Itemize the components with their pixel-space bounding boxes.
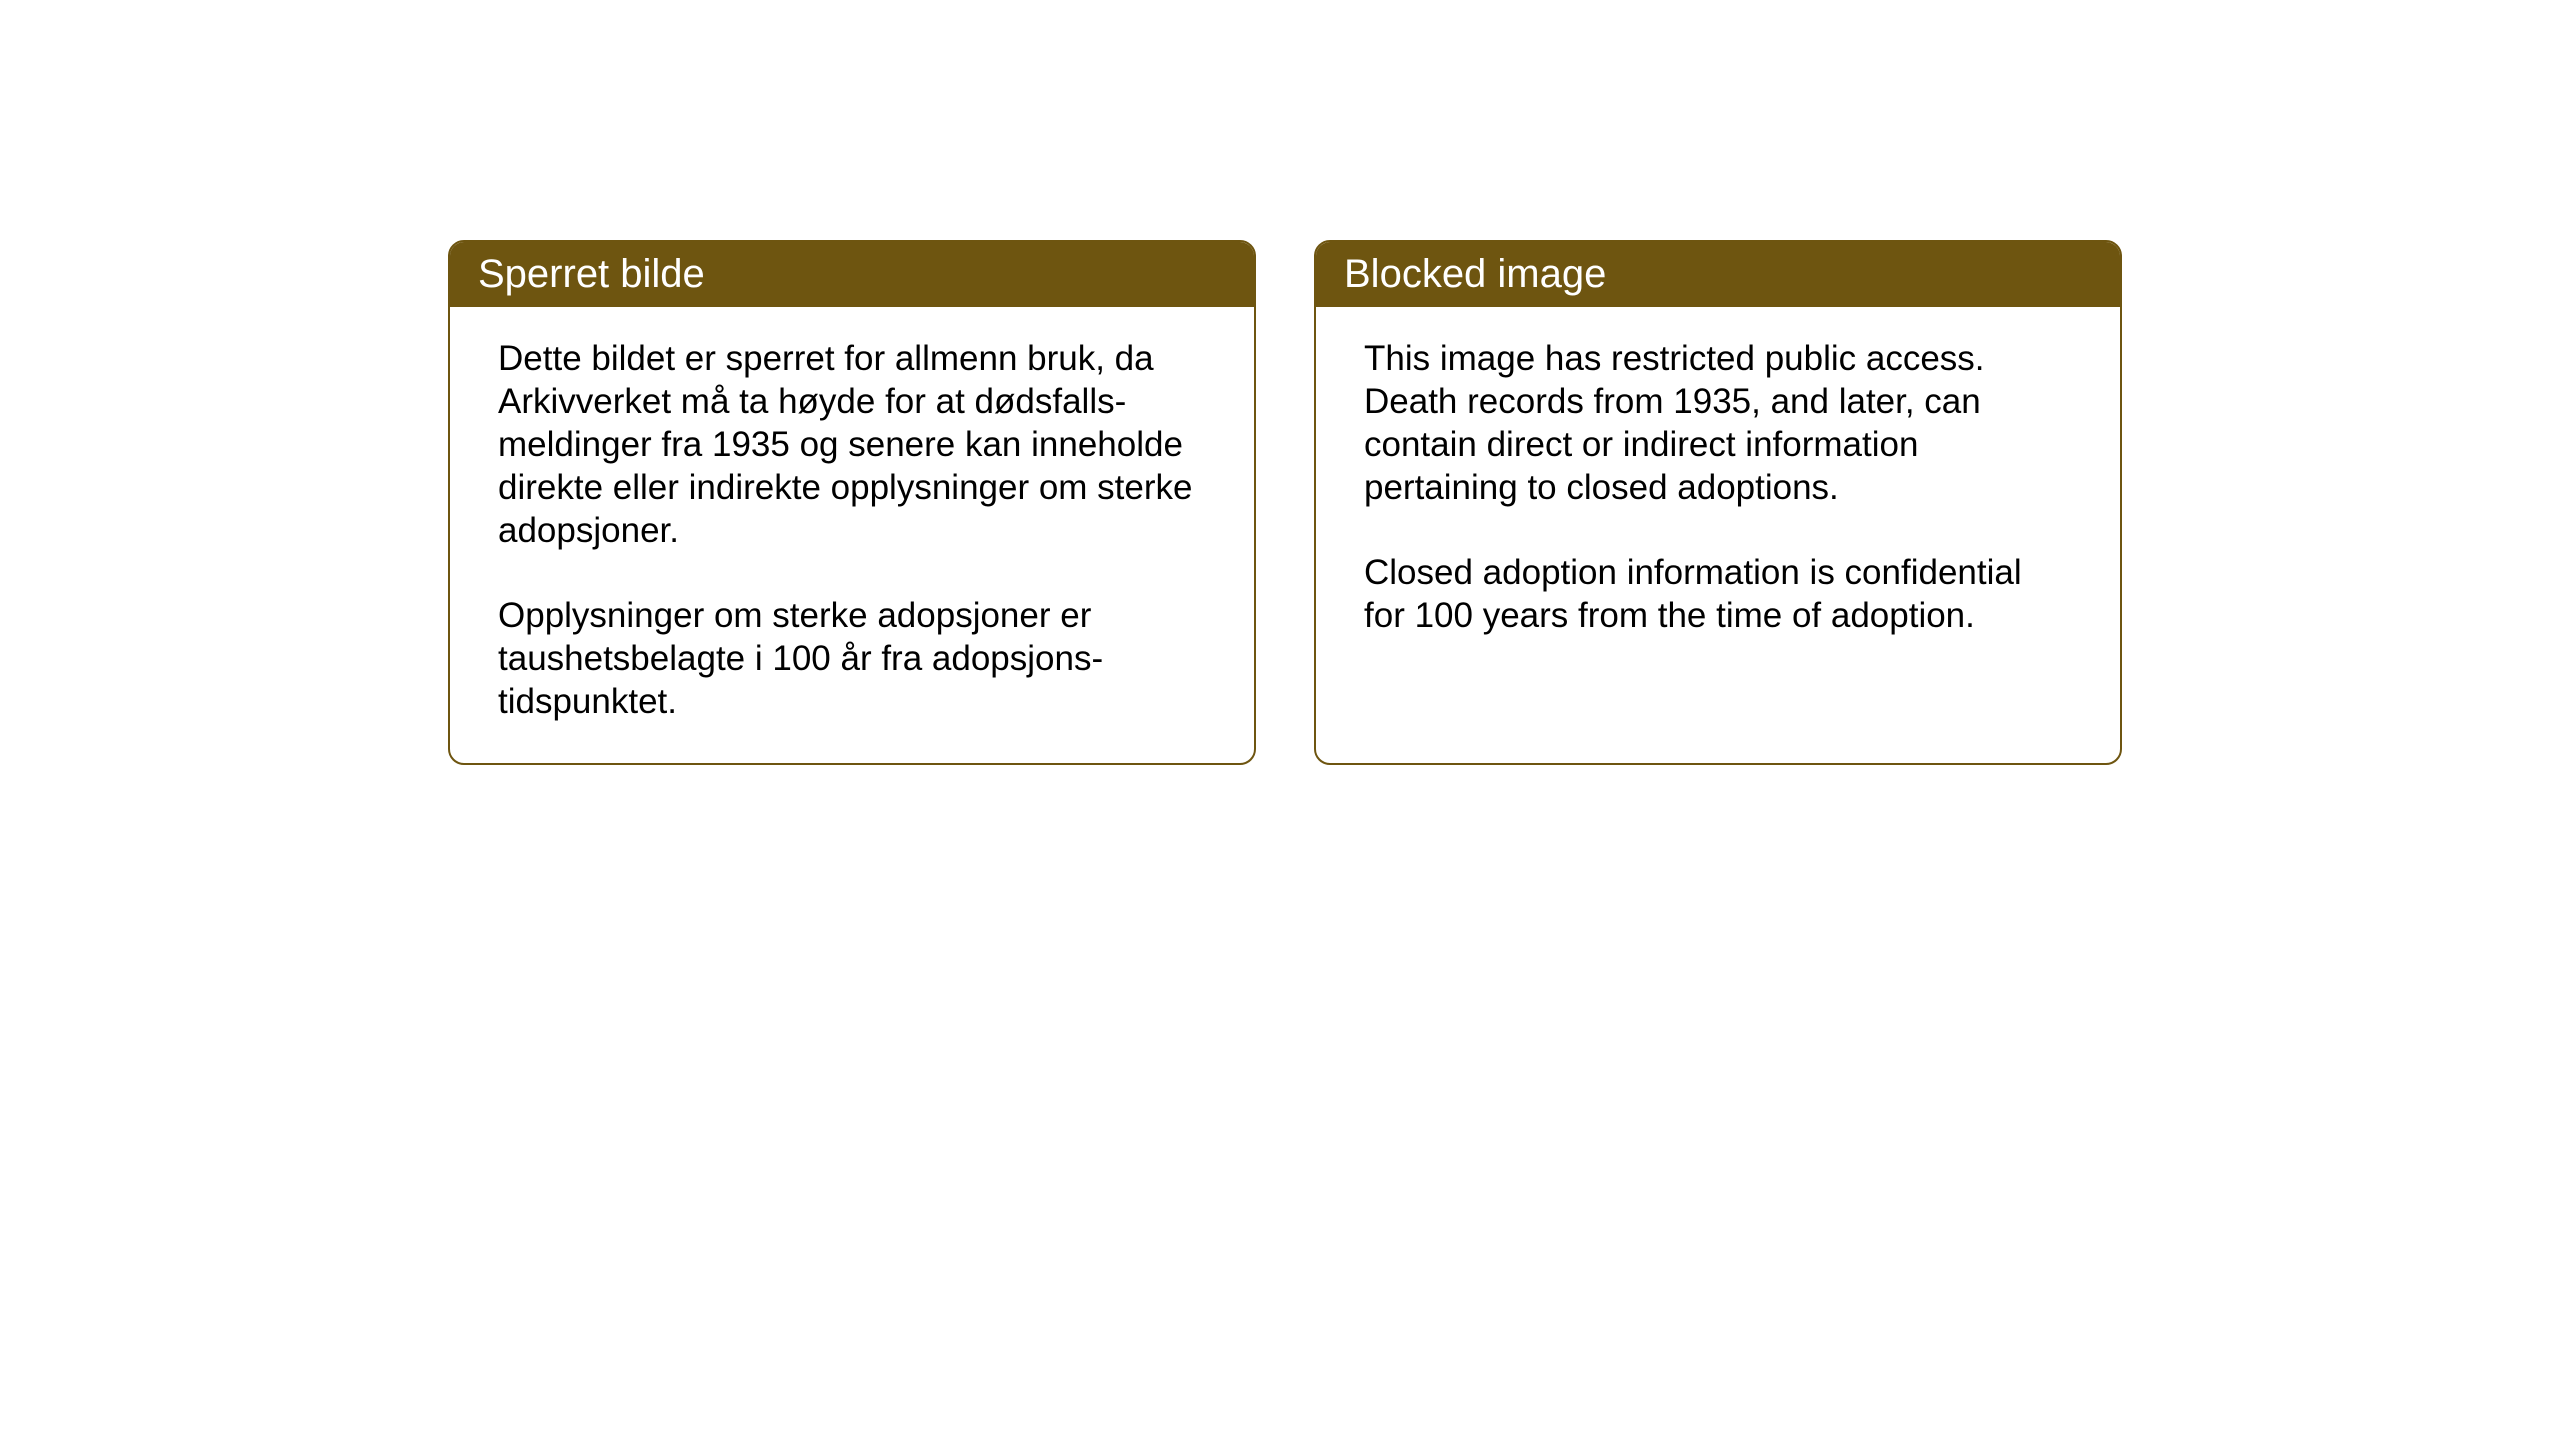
card-title: Sperret bilde bbox=[478, 252, 705, 296]
cards-container: Sperret bilde Dette bildet er sperret fo… bbox=[448, 240, 2122, 765]
card-norwegian: Sperret bilde Dette bildet er sperret fo… bbox=[448, 240, 1256, 765]
card-paragraph-2: Closed adoption information is confident… bbox=[1364, 551, 2072, 637]
card-paragraph-1: This image has restricted public access.… bbox=[1364, 337, 2072, 509]
card-body-english: This image has restricted public access.… bbox=[1316, 307, 2120, 751]
card-header-english: Blocked image bbox=[1316, 242, 2120, 307]
card-paragraph-2: Opplysninger om sterke adopsjoner er tau… bbox=[498, 594, 1206, 723]
card-english: Blocked image This image has restricted … bbox=[1314, 240, 2122, 765]
card-paragraph-1: Dette bildet er sperret for allmenn bruk… bbox=[498, 337, 1206, 552]
card-title: Blocked image bbox=[1344, 252, 1606, 296]
card-header-norwegian: Sperret bilde bbox=[450, 242, 1254, 307]
card-body-norwegian: Dette bildet er sperret for allmenn bruk… bbox=[450, 307, 1254, 763]
